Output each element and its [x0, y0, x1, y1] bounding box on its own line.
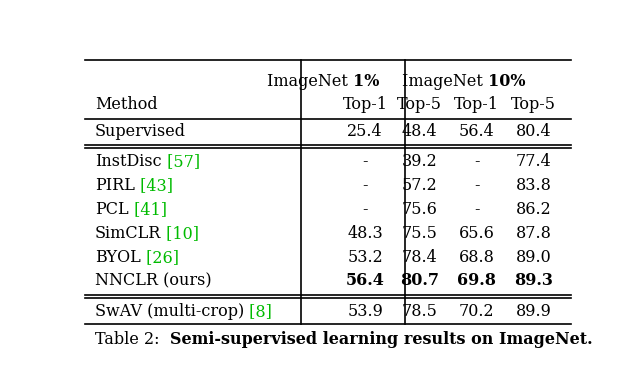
Text: InstDisc: InstDisc: [95, 153, 161, 170]
Text: Top-5: Top-5: [397, 96, 442, 113]
Text: 80.7: 80.7: [400, 273, 439, 290]
Text: ImageNet: ImageNet: [402, 73, 488, 90]
Text: -: -: [474, 153, 479, 170]
Text: 68.8: 68.8: [459, 249, 495, 266]
Text: 89.0: 89.0: [516, 249, 552, 266]
Text: 56.4: 56.4: [346, 273, 385, 290]
Text: SimCLR: SimCLR: [95, 225, 161, 242]
Text: 69.8: 69.8: [458, 273, 496, 290]
Text: SwAV (multi-crop): SwAV (multi-crop): [95, 303, 244, 320]
Text: -: -: [362, 153, 368, 170]
Text: [43]: [43]: [135, 177, 173, 194]
Text: Top-1: Top-1: [342, 96, 388, 113]
Text: 48.4: 48.4: [402, 123, 438, 139]
Text: [57]: [57]: [161, 153, 200, 170]
Text: 48.3: 48.3: [348, 225, 383, 242]
Text: 57.2: 57.2: [402, 177, 438, 194]
Text: 78.4: 78.4: [402, 249, 438, 266]
Text: 1%: 1%: [353, 73, 379, 90]
Text: [26]: [26]: [141, 249, 179, 266]
Text: [41]: [41]: [129, 201, 166, 218]
Text: 75.5: 75.5: [402, 225, 438, 242]
Text: BYOL: BYOL: [95, 249, 141, 266]
Text: 65.6: 65.6: [459, 225, 495, 242]
Text: Method: Method: [95, 96, 157, 113]
Text: 80.4: 80.4: [516, 123, 552, 139]
Text: PCL: PCL: [95, 201, 129, 218]
Text: -: -: [362, 201, 368, 218]
Text: -: -: [474, 177, 479, 194]
Text: 56.4: 56.4: [459, 123, 495, 139]
Text: 75.6: 75.6: [402, 201, 438, 218]
Text: [10]: [10]: [161, 225, 199, 242]
Text: 70.2: 70.2: [459, 303, 495, 320]
Text: Table 2:: Table 2:: [95, 331, 170, 348]
Text: 83.8: 83.8: [516, 177, 552, 194]
Text: 89.9: 89.9: [516, 303, 552, 320]
Text: NNCLR (ours): NNCLR (ours): [95, 273, 211, 290]
Text: -: -: [474, 201, 479, 218]
Text: 77.4: 77.4: [516, 153, 552, 170]
Text: [8]: [8]: [244, 303, 272, 320]
Text: -: -: [362, 177, 368, 194]
Text: 87.8: 87.8: [516, 225, 552, 242]
Text: 89.3: 89.3: [515, 273, 553, 290]
Text: 53.9: 53.9: [348, 303, 383, 320]
Text: Top-5: Top-5: [511, 96, 556, 113]
Text: Supervised: Supervised: [95, 123, 186, 139]
Text: PIRL: PIRL: [95, 177, 135, 194]
Text: 78.5: 78.5: [402, 303, 438, 320]
Text: 25.4: 25.4: [348, 123, 383, 139]
Text: Top-1: Top-1: [454, 96, 499, 113]
Text: 10%: 10%: [488, 73, 525, 90]
Text: 53.2: 53.2: [348, 249, 383, 266]
Text: ImageNet: ImageNet: [267, 73, 353, 90]
Text: 86.2: 86.2: [516, 201, 552, 218]
Text: 39.2: 39.2: [402, 153, 438, 170]
Text: Semi-supervised learning results on ImageNet.: Semi-supervised learning results on Imag…: [170, 331, 592, 348]
